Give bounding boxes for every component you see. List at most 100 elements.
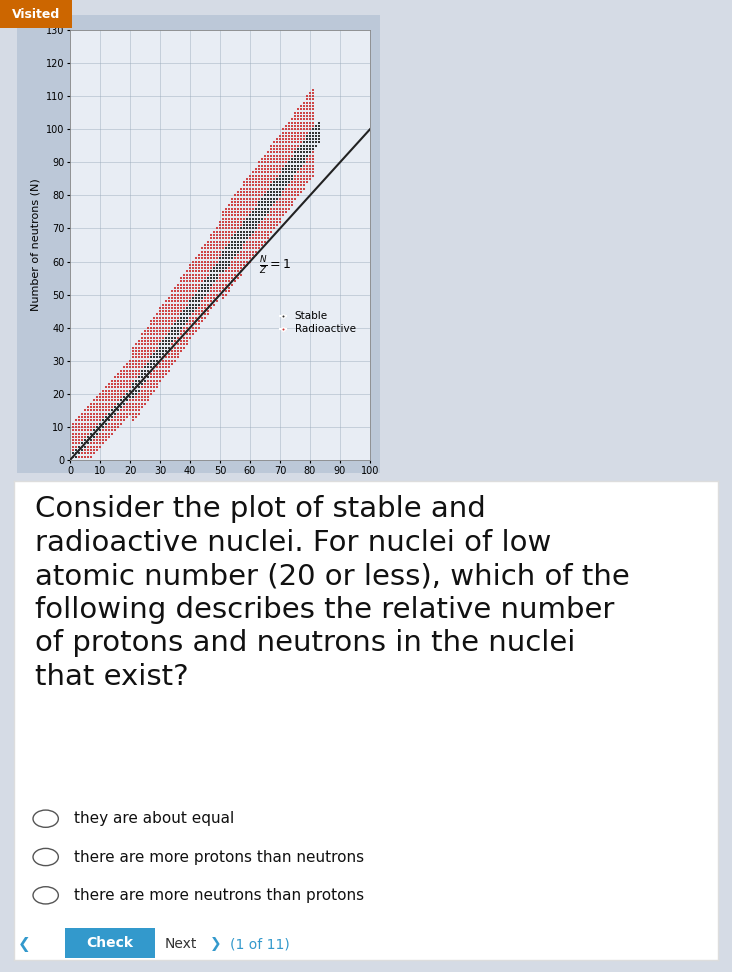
Point [214, 284, 226, 299]
Point [82, 442, 94, 458]
Point [274, 201, 286, 217]
Point [172, 303, 184, 319]
Point [136, 366, 148, 382]
Point [154, 324, 166, 339]
Point [238, 227, 250, 243]
Point [175, 313, 187, 329]
Point [268, 197, 280, 213]
Point [229, 244, 241, 260]
Point [130, 363, 142, 378]
Point [310, 131, 322, 147]
Point [286, 135, 298, 151]
Point [115, 396, 127, 411]
Point [256, 204, 268, 220]
Point [226, 273, 238, 289]
Point [178, 313, 190, 329]
Point [196, 247, 208, 262]
Point [247, 244, 259, 260]
Point [130, 406, 142, 422]
Point [211, 251, 223, 266]
Point [241, 188, 253, 203]
Point [301, 148, 313, 163]
Point [295, 161, 307, 177]
Point [190, 273, 202, 289]
Point [256, 211, 268, 226]
Point [307, 155, 319, 170]
Point [97, 396, 109, 411]
Point [169, 330, 181, 345]
Point [277, 161, 289, 177]
Point [160, 360, 172, 375]
Point [229, 224, 241, 239]
Point [67, 429, 79, 444]
Point [262, 207, 274, 223]
Point [277, 204, 289, 220]
Point [226, 263, 238, 279]
Point [295, 98, 307, 114]
Point [139, 363, 151, 378]
Point [274, 161, 286, 177]
Point [232, 227, 244, 243]
Point [124, 393, 136, 408]
Point [145, 369, 157, 385]
Point [127, 412, 139, 428]
Point [106, 379, 118, 395]
Point [280, 204, 292, 220]
Point [283, 135, 295, 151]
Point [175, 336, 187, 352]
Point [223, 251, 235, 266]
Point [181, 324, 193, 339]
Point [157, 357, 169, 372]
Point [148, 340, 160, 356]
Point [103, 412, 115, 428]
Point [268, 194, 280, 210]
Point [190, 294, 202, 309]
Point [208, 280, 220, 295]
Point [271, 138, 283, 154]
Point [151, 353, 163, 368]
Point [175, 340, 187, 356]
Point [178, 303, 190, 319]
Point [202, 273, 214, 289]
Point [163, 317, 175, 332]
Point [196, 284, 208, 299]
Point [76, 419, 88, 434]
Point [292, 145, 304, 160]
Point [295, 178, 307, 193]
Point [187, 310, 199, 326]
Point [163, 310, 175, 326]
Point [79, 445, 91, 461]
Point [220, 273, 232, 289]
Point [124, 390, 136, 405]
Point [292, 135, 304, 151]
Point [262, 164, 274, 180]
Point [70, 416, 82, 432]
Point [151, 369, 163, 385]
Point [217, 291, 229, 306]
Point [229, 267, 241, 283]
Point [214, 277, 226, 293]
Point [265, 138, 277, 154]
Point [250, 221, 262, 236]
Point [235, 257, 247, 272]
Point [97, 386, 109, 401]
Point [307, 91, 319, 107]
Point [286, 168, 298, 184]
Point [220, 244, 232, 260]
Point [274, 191, 286, 206]
Point [193, 307, 205, 323]
Point [202, 294, 214, 309]
Point [175, 270, 187, 286]
Point [127, 346, 139, 362]
Point [265, 224, 277, 239]
Point [211, 291, 223, 306]
Point [220, 287, 232, 302]
Point [205, 234, 217, 250]
Point [217, 211, 229, 226]
Point [121, 363, 132, 378]
Point [235, 234, 247, 250]
Point [214, 254, 226, 269]
Point [92, 399, 103, 415]
Point [250, 211, 262, 226]
Point [283, 138, 295, 154]
